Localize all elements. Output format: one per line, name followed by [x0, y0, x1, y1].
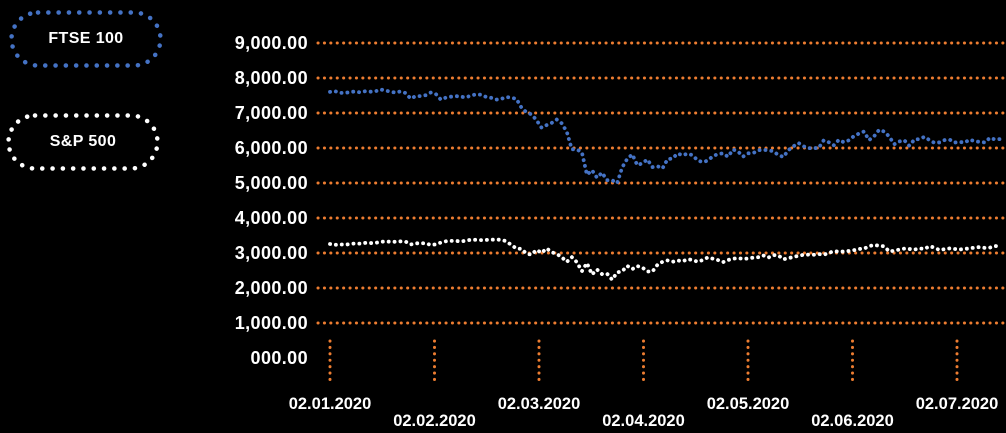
x-axis-label: 02.05.2020	[707, 395, 790, 413]
y-axis-label: 2,000.00	[235, 278, 308, 298]
legend-label-sp500: S&P 500	[49, 133, 117, 150]
legend-pill-ftse100-outline	[9, 10, 163, 68]
legend-pill-sp500-outline	[6, 113, 160, 171]
y-axis-label: 9,000.00	[235, 33, 308, 53]
x-axis-label: 02.02.2020	[393, 412, 476, 430]
y-axis-label: 000.00	[251, 348, 308, 368]
series-ftse-100	[328, 87, 1002, 186]
legend-pill-sp500-border	[6, 113, 160, 171]
x-axis-label: 02.01.2020	[289, 395, 372, 413]
x-axis-label: 02.03.2020	[498, 395, 581, 413]
series-s-p-500	[328, 237, 1002, 282]
y-axis-label: 8,000.00	[235, 68, 308, 88]
legend-label-ftse100: FTSE 100	[48, 30, 124, 47]
y-axis-label: 3,000.00	[235, 243, 308, 263]
x-axis-label: 02.06.2020	[811, 412, 894, 430]
y-axis-label: 7,000.00	[235, 103, 308, 123]
y-axis-label: 4,000.00	[235, 208, 308, 228]
chart-legend: FTSE 100 S&P 500	[0, 0, 180, 433]
legend-pill-ftse100-border	[9, 10, 163, 68]
y-axis-label: 5,000.00	[235, 173, 308, 193]
legend-item-sp500: S&P 500	[5, 112, 161, 172]
x-axis-label: 02.07.2020	[916, 395, 999, 413]
x-axis-label: 02.04.2020	[602, 412, 685, 430]
y-axis-label: 6,000.00	[235, 138, 308, 158]
legend-item-ftse100: FTSE 100	[8, 9, 164, 69]
y-axis-label: 1,000.00	[235, 313, 308, 333]
